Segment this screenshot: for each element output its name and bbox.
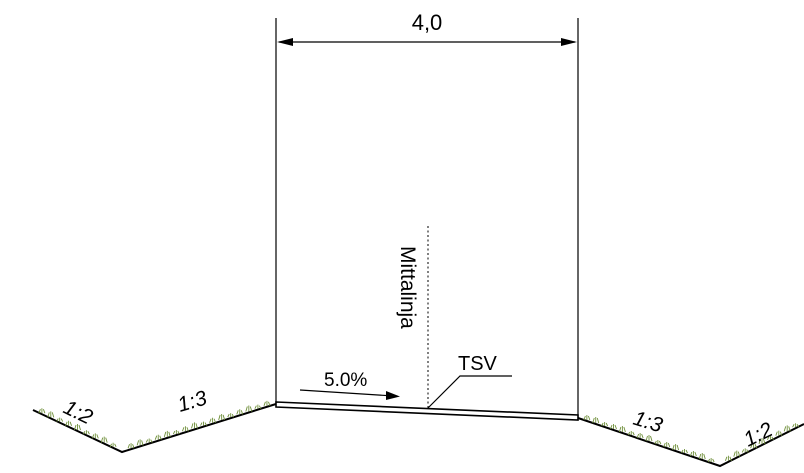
right-inner-slope-label: 1:3 [631, 407, 666, 438]
grass-tuft [783, 425, 791, 432]
grass-tuft [227, 413, 235, 418]
left-slopes: 1:2 1:3 [32, 387, 277, 454]
grass-tuft [200, 421, 207, 426]
grass-tuft [218, 413, 226, 421]
crossfall-indicator: 5.0% [299, 370, 400, 400]
grass-tuft [618, 426, 626, 433]
grass-tuft [236, 409, 244, 415]
grass-tuft [592, 417, 600, 424]
grass-tuft [601, 422, 609, 427]
grass-tuft [163, 430, 171, 438]
grass-tuft [792, 423, 800, 428]
left-ground-line [32, 403, 277, 454]
grass-tuft [154, 434, 162, 440]
grass-tuft [65, 420, 73, 426]
grass-tuft [191, 422, 198, 429]
tsv-leader: TSV [427, 353, 512, 409]
left-grass-hatching [38, 400, 271, 449]
grass-tuft [636, 433, 644, 439]
width-dimension: 4,0 [277, 10, 577, 46]
right-slopes: 1:3 1:2 [577, 407, 804, 468]
grass-tuft [209, 417, 217, 423]
centerline-label: Mittalinja [396, 246, 419, 329]
grass-tuft [172, 430, 180, 435]
grass-tuft [672, 444, 680, 451]
grass-tuft [627, 431, 635, 436]
pavement-surface [275, 401, 579, 421]
grass-tuft [766, 435, 774, 441]
grass-tuft [741, 448, 749, 453]
grass-tuft [181, 426, 189, 432]
grass-tuft [127, 443, 135, 449]
left-inner-slope-label: 1:3 [175, 387, 210, 417]
grass-tuft [47, 411, 55, 418]
grass-tuft [82, 430, 90, 435]
right-ground-line [577, 417, 804, 468]
right-grass-hatching [583, 415, 800, 463]
grass-tuft [645, 435, 653, 442]
grass-tuft [707, 458, 715, 463]
grass-tuft [654, 440, 662, 445]
pavement-fill [275, 401, 579, 421]
tsv-label: TSV [458, 353, 498, 375]
grass-tuft [689, 451, 697, 457]
grass-tuft [245, 405, 253, 412]
dimension-arrow-right [561, 38, 577, 46]
crossfall-label: 5.0% [324, 370, 367, 391]
grass-tuft [724, 455, 732, 461]
dimension-arrow-left [277, 38, 293, 46]
grass-tuft [681, 449, 688, 454]
grass-tuft [100, 436, 108, 443]
tsv-leader-line [427, 375, 512, 409]
grass-tuft [109, 442, 117, 448]
grass-tuft [750, 443, 758, 449]
width-dimension-label: 4,0 [412, 10, 443, 35]
grass-tuft [610, 424, 617, 430]
grass-tuft [38, 408, 46, 414]
crossfall-arrowhead [386, 391, 400, 400]
grass-tuft [74, 424, 81, 431]
grass-tuft [698, 453, 706, 460]
grass-tuft [254, 404, 262, 409]
right-outer-slope-label: 1:2 [740, 418, 777, 452]
grass-tuft [758, 438, 766, 445]
grass-tuft [91, 433, 99, 439]
grass-tuft [145, 438, 153, 443]
crossfall-arrow-line [299, 389, 395, 397]
grass-tuft [775, 430, 783, 436]
grass-tuft [663, 442, 671, 448]
grass-tuft [733, 450, 741, 457]
grass-tuft [136, 439, 144, 446]
grass-tuft [263, 400, 271, 406]
grass-tuft [583, 415, 591, 421]
grass-tuft [56, 417, 64, 422]
